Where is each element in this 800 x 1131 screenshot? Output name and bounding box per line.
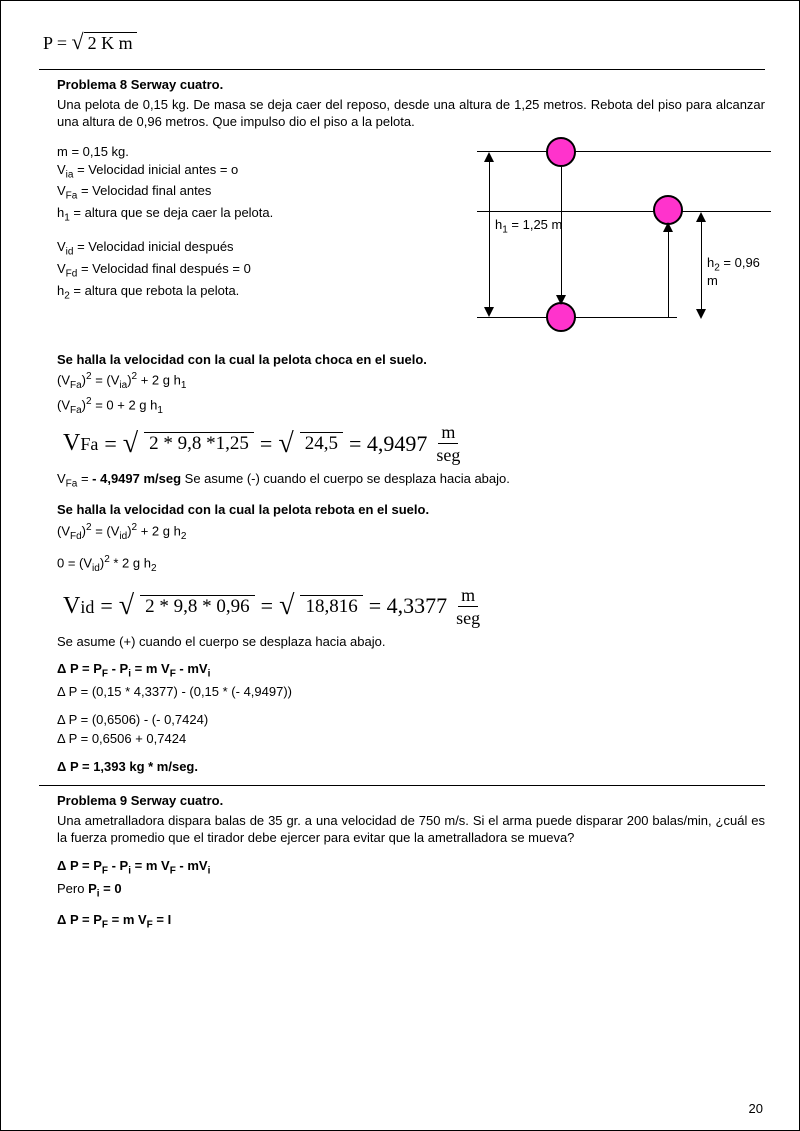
def-vid: Vid = Velocidad inicial después xyxy=(57,239,377,258)
h2-arrow-down xyxy=(696,309,706,319)
top-equation: P = √2 K m xyxy=(39,29,765,63)
p9-l3: Δ P = PF = m VF = I xyxy=(57,911,765,932)
problem-8-statement: Una pelota de 0,15 kg. De masa se deja c… xyxy=(57,96,765,131)
h2-arrow-up xyxy=(696,212,706,222)
section2-heading: Se halla la velocidad con la cual la pel… xyxy=(57,501,765,519)
p9-l1: Δ P = PF - Pi = m VF - mVi xyxy=(57,857,765,878)
vfa-equation: VFa = √2 * 9,8 *1,25 = √24,5 = 4,9497 ms… xyxy=(63,423,765,464)
impulse-l2: Δ P = (0,15 * 4,3377) - (0,15 * (- 4,949… xyxy=(57,683,765,701)
problem-9: Problema 9 Serway cuatro. Una ametrallad… xyxy=(39,792,765,932)
line-mid xyxy=(477,211,771,212)
vid-equation: Vid = √2 * 9,8 * 0,96 = √18,816 = 4,3377… xyxy=(63,586,765,627)
def-h2: h2 = altura que rebota la pelota. xyxy=(57,283,377,302)
def-m: m = 0,15 kg. xyxy=(57,144,377,159)
section1-heading: Se halla la velocidad con la cual la pel… xyxy=(57,351,765,369)
def-h1: h1 = altura que se deja caer la pelota. xyxy=(57,205,377,224)
problem-9-statement: Una ametralladora dispara balas de 35 gr… xyxy=(57,812,765,847)
section2-assume: Se asume (+) cuando el cuerpo se desplaz… xyxy=(57,633,765,651)
bounce-arrow-line xyxy=(668,225,669,317)
ball-bottom xyxy=(546,302,576,332)
problem-9-title: Problema 9 Serway cuatro. xyxy=(57,792,765,810)
impulse-l1: Δ P = PF - Pi = m VF - mVi xyxy=(57,660,765,681)
eq-radicand: 2 K m xyxy=(84,32,137,53)
h2-label: h2 = 0,96 m xyxy=(707,255,771,289)
h1-label: h1 = 1,25 m xyxy=(495,217,562,236)
line-bottom xyxy=(477,317,677,318)
h2-arrow-line xyxy=(701,215,702,315)
problem-8: Problema 8 Serway cuatro. Una pelota de … xyxy=(39,76,765,775)
drop-arrow-head xyxy=(556,295,566,305)
h1-arrow-down xyxy=(484,307,494,317)
def-vfd: VFd = Velocidad final después = 0 xyxy=(57,261,377,280)
impulse-l5: Δ P = 1,393 kg * m/seg. xyxy=(57,758,765,776)
def-vfa: VFa = Velocidad final antes xyxy=(57,183,377,202)
section2-eq1: (VFd)2 = (Vid)2 + 2 g h2 xyxy=(57,521,765,543)
section2-eq2: 0 = (Vid)2 * 2 g h2 xyxy=(57,553,765,575)
p9-l2: Pero Pi = 0 xyxy=(57,880,765,901)
def-via: Via = Velocidad inicial antes = o xyxy=(57,162,377,181)
diagram: h1 = 1,25 m h2 = 0,96 m xyxy=(391,141,771,337)
section1-eq2: (VFa)2 = 0 + 2 g h1 xyxy=(57,395,765,417)
impulse-l4: Δ P = 0,6506 + 0,7424 xyxy=(57,730,765,748)
bounce-arrow-head xyxy=(663,222,673,232)
eq-lhs: P = xyxy=(43,33,67,53)
definitions: m = 0,15 kg. Via = Velocidad inicial ant… xyxy=(57,141,377,337)
h1-arrow-up xyxy=(484,152,494,162)
defs-and-diagram: m = 0,15 kg. Via = Velocidad inicial ant… xyxy=(57,141,765,337)
page-number: 20 xyxy=(749,1101,763,1116)
separator-2 xyxy=(39,785,765,786)
ball-mid xyxy=(653,195,683,225)
impulse-l3: Δ P = (0,6506) - (- 0,7424) xyxy=(57,711,765,729)
separator xyxy=(39,69,765,70)
section1-eq1: (VFa)2 = (Via)2 + 2 g h1 xyxy=(57,370,765,392)
h1-arrow-line xyxy=(489,155,490,313)
ball-top xyxy=(546,137,576,167)
page: P = √2 K m Problema 8 Serway cuatro. Una… xyxy=(0,0,800,1131)
line-top xyxy=(477,151,771,152)
vfa-negative: VFa = - 4,9497 m/seg Se asume (-) cuando… xyxy=(57,470,765,491)
problem-8-title: Problema 8 Serway cuatro. xyxy=(57,76,765,94)
